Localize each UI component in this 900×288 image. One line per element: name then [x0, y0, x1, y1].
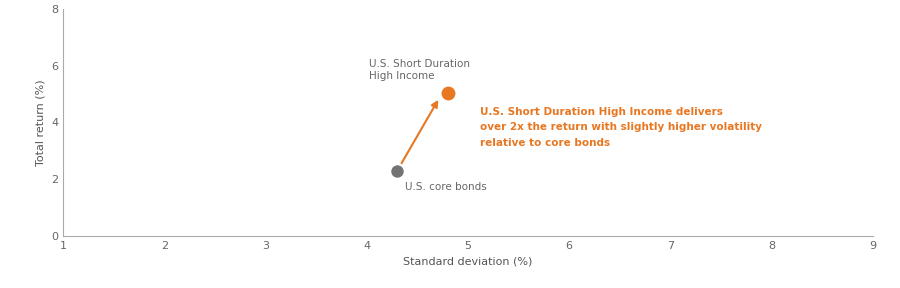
Text: U.S. Short Duration High Income delivers
over 2x the return with slightly higher: U.S. Short Duration High Income delivers…: [481, 107, 762, 148]
X-axis label: Standard deviation (%): Standard deviation (%): [403, 257, 533, 267]
Point: [390, 168, 404, 173]
Point: [441, 90, 454, 95]
Y-axis label: Total return (%): Total return (%): [35, 79, 46, 166]
Text: U.S. core bonds: U.S. core bonds: [405, 181, 487, 192]
Text: U.S. Short Duration
High Income: U.S. Short Duration High Income: [369, 59, 470, 81]
